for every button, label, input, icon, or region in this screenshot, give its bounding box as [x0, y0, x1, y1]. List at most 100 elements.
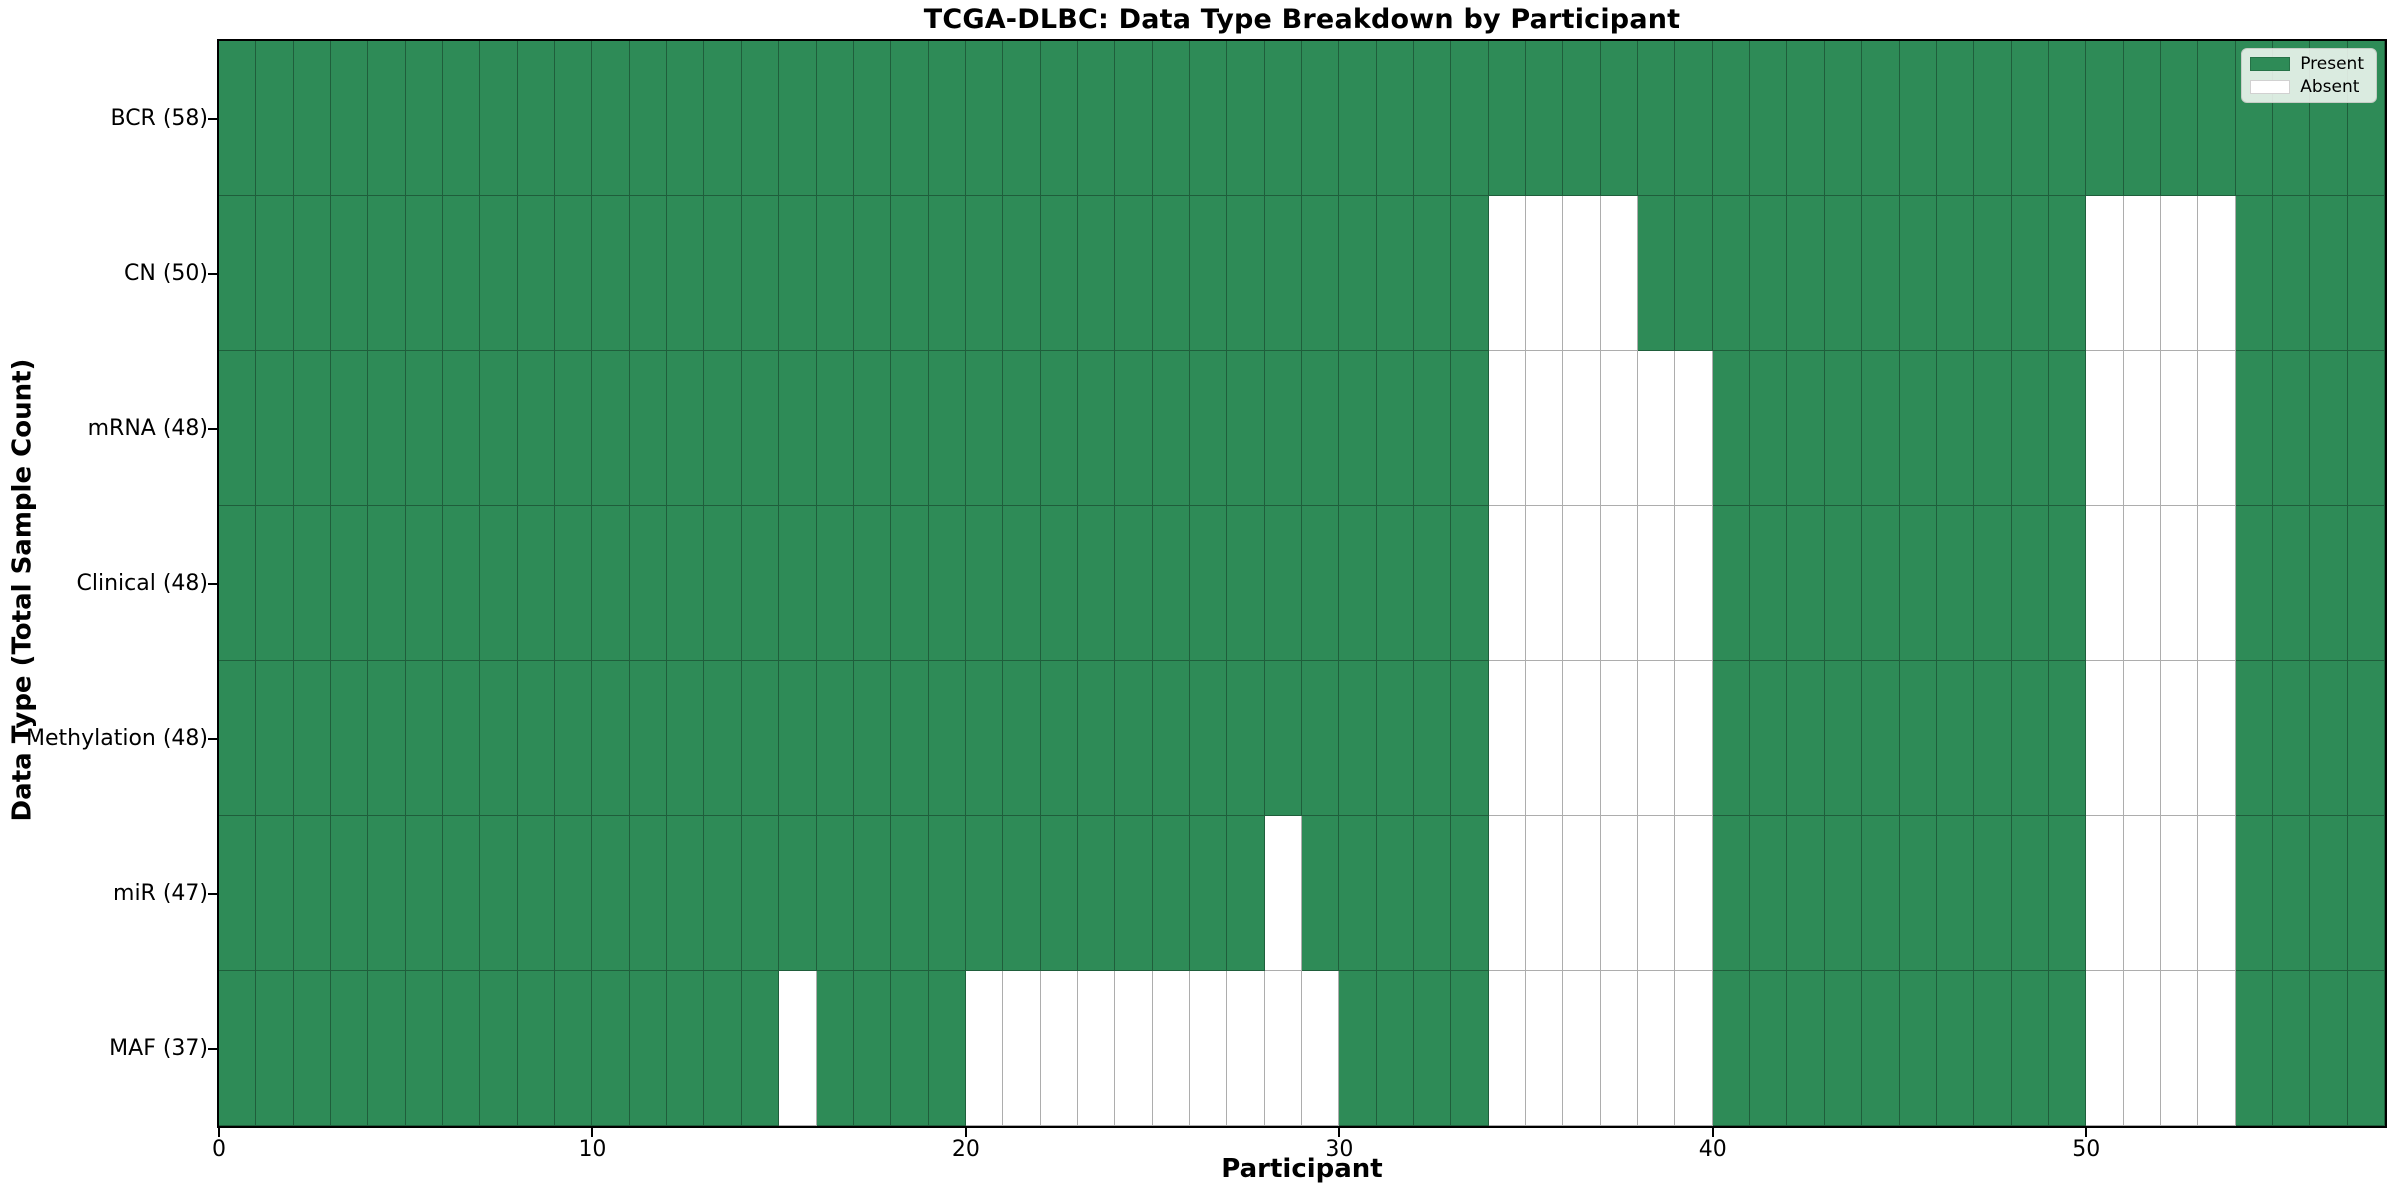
heatmap-cell	[293, 351, 332, 506]
heatmap-cell	[1077, 661, 1116, 816]
heatmap-cell	[779, 661, 817, 816]
heatmap-grid	[219, 41, 2385, 1126]
y-tick-mark	[208, 1047, 217, 1050]
heatmap-cell	[816, 506, 854, 661]
heatmap-cell	[1899, 816, 1937, 971]
heatmap-cell	[1227, 41, 1265, 196]
heatmap-cell	[480, 196, 518, 351]
heatmap-cell	[592, 506, 630, 661]
heatmap-cell	[2160, 196, 2199, 351]
heatmap-cell	[1227, 196, 1265, 351]
heatmap-cell	[1227, 971, 1265, 1126]
heatmap-cell	[1899, 196, 1937, 351]
heatmap-cell	[368, 971, 406, 1126]
heatmap-cell	[405, 351, 444, 506]
heatmap-cell	[2086, 41, 2124, 196]
heatmap-cell	[1077, 506, 1116, 661]
heatmap-cell	[592, 661, 630, 816]
heatmap-cell	[256, 196, 294, 351]
heatmap-cell	[1264, 816, 1302, 971]
heatmap-cell	[667, 971, 705, 1126]
heatmap-cell	[256, 41, 294, 196]
y-tick-mark	[208, 272, 217, 275]
heatmap-cell	[1301, 971, 1340, 1126]
heatmap-cell	[1003, 506, 1041, 661]
heatmap-cell	[405, 661, 444, 816]
heatmap-cell	[256, 816, 294, 971]
heatmap-cell	[667, 351, 705, 506]
heatmap-cell	[1675, 816, 1713, 971]
heatmap-cell	[1750, 351, 1788, 506]
heatmap-cell	[1712, 196, 1751, 351]
heatmap-cell	[1526, 971, 1564, 1126]
heatmap-cell	[2272, 661, 2311, 816]
heatmap-cell	[443, 816, 481, 971]
heatmap-cell	[779, 196, 817, 351]
heatmap-cell	[293, 196, 332, 351]
heatmap-cell	[480, 41, 518, 196]
heatmap-cell	[256, 506, 294, 661]
heatmap-cell	[2011, 351, 2049, 506]
heatmap-cell	[2235, 661, 2273, 816]
heatmap-cell	[741, 196, 780, 351]
heatmap-cell	[1301, 816, 1340, 971]
x-tick-mark	[591, 1128, 594, 1137]
heatmap-cell	[928, 661, 966, 816]
heatmap-cell	[219, 351, 257, 506]
legend-item-present: Present	[2250, 55, 2364, 73]
y-tick-label: mRNA (48)	[87, 415, 208, 441]
heatmap-cell	[704, 971, 742, 1126]
heatmap-cell	[256, 661, 294, 816]
heatmap-cell	[965, 41, 1004, 196]
heatmap-cell	[1451, 816, 1489, 971]
heatmap-cell	[1824, 41, 1863, 196]
heatmap-cell	[592, 351, 630, 506]
heatmap-cell	[443, 196, 481, 351]
heatmap-cell	[443, 661, 481, 816]
heatmap-cell	[1227, 506, 1265, 661]
heatmap-cell	[1824, 506, 1863, 661]
heatmap-cell	[2235, 971, 2273, 1126]
y-tick-mark	[208, 892, 217, 895]
heatmap-cell	[2123, 816, 2161, 971]
heatmap-cell	[1936, 506, 1975, 661]
heatmap-cell	[1414, 661, 1452, 816]
heatmap-cell	[816, 816, 854, 971]
heatmap-cell	[1488, 971, 1527, 1126]
heatmap-cell	[2310, 971, 2348, 1126]
heatmap-cell	[1600, 816, 1639, 971]
heatmap-cell	[1974, 41, 2012, 196]
heatmap-cell	[1936, 196, 1975, 351]
heatmap-cell	[517, 506, 556, 661]
heatmap-cell	[480, 506, 518, 661]
heatmap-cell	[1077, 816, 1116, 971]
heatmap-cell	[2160, 661, 2199, 816]
plot-area: Present Absent	[217, 39, 2387, 1128]
heatmap-cell	[517, 661, 556, 816]
heatmap-cell	[1414, 971, 1452, 1126]
y-tick-label: Methylation (48)	[26, 725, 208, 751]
heatmap-cell	[368, 41, 406, 196]
heatmap-cell	[1488, 816, 1527, 971]
heatmap-cell	[2011, 41, 2049, 196]
heatmap-cell	[965, 661, 1004, 816]
heatmap-cell	[1003, 661, 1041, 816]
heatmap-cell	[853, 41, 892, 196]
heatmap-cell	[1899, 971, 1937, 1126]
heatmap-cell	[779, 506, 817, 661]
legend-item-absent: Absent	[2250, 78, 2364, 96]
heatmap-cell	[2198, 816, 2236, 971]
heatmap-cell	[816, 351, 854, 506]
heatmap-cell	[2310, 196, 2348, 351]
heatmap-cell	[443, 506, 481, 661]
heatmap-cell	[1152, 506, 1190, 661]
heatmap-cell	[1040, 506, 1078, 661]
heatmap-cell	[2272, 196, 2311, 351]
heatmap-cell	[891, 816, 929, 971]
heatmap-cell	[1862, 661, 1900, 816]
heatmap-cell	[891, 351, 929, 506]
heatmap-cell	[555, 196, 593, 351]
x-tick-mark	[964, 1128, 967, 1137]
heatmap-cell	[1003, 816, 1041, 971]
